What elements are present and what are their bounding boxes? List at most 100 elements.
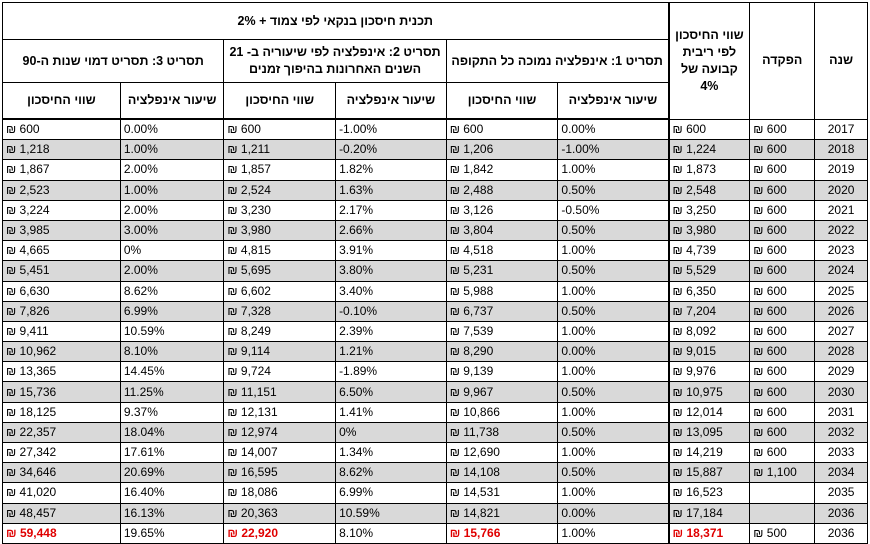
cell-deposit: ₪ 600	[749, 219, 816, 242]
cell-deposit	[749, 502, 816, 524]
table-row: 2029 ₪ 600 ₪ 9,976 1.00% ₪ 9,139 -1.89% ₪ 9,72…	[2, 361, 868, 383]
cell-s2-value: ₪ 7,328	[223, 300, 337, 322]
cell-s3-rate: 18.04%	[119, 421, 225, 444]
cell-deposit: ₪ 600	[749, 421, 816, 444]
cell-s1-value: ₪ 4,518	[445, 240, 559, 262]
cell-s3-value: ₪ 3,985	[2, 219, 121, 242]
cell-s3-value: ₪ 18,125	[2, 401, 121, 423]
table-row: 2021 ₪ 600 ₪ 3,250 -0.50% ₪ 3,126 2.17% ₪ 3,23…	[2, 199, 868, 221]
header-s1-value: שווי החיסכון	[445, 82, 559, 120]
cell-fixed-value: ₪ 1,873	[667, 159, 751, 181]
cell-s2-value: ₪ 9,724	[223, 361, 337, 383]
cell-s3-value: ₪ 27,342	[2, 441, 121, 464]
cell-year: 2023	[814, 240, 868, 262]
cell-s1-rate: -0.50%	[557, 199, 670, 221]
cell-deposit: ₪ 1,100	[749, 462, 816, 484]
cell-fixed-value: ₪ 3,250	[667, 199, 751, 221]
cell-s3-rate: 0%	[119, 240, 225, 262]
cell-s2-value: ₪ 600	[223, 118, 337, 141]
cell-fixed-value: ₪ 2,548	[667, 179, 751, 201]
cell-s3-value: ₪ 41,020	[2, 482, 121, 504]
cell-year: 2034	[814, 462, 868, 484]
cell-s2-rate: 1.82%	[335, 159, 447, 181]
header-s3-value: שווי החיסכון	[2, 82, 121, 120]
cell-s2-value: ₪ 14,007	[223, 441, 337, 464]
cell-s2-value: ₪ 2,524	[223, 179, 337, 201]
cell-s1-rate: 1.00%	[557, 361, 670, 383]
cell-deposit: ₪ 600	[749, 341, 816, 363]
cell-fixed-value: ₪ 14,219	[667, 441, 751, 464]
cell-s1-value: ₪ 9,139	[445, 361, 559, 383]
cell-s3-rate: 8.62%	[119, 280, 225, 302]
cell-s2-value: ₪ 16,595	[223, 462, 337, 484]
cell-s3-rate: 2.00%	[119, 159, 225, 181]
final-cell-s1-rate: 1.00%	[557, 522, 670, 544]
cell-s1-rate: 0.50%	[557, 179, 670, 201]
cell-s1-rate: 1.00%	[557, 159, 670, 181]
final-cell-s2-rate: 8.10%	[335, 522, 447, 544]
cell-s3-rate: 20.69%	[119, 462, 225, 484]
cell-s2-value: ₪ 3,980	[223, 219, 337, 242]
cell-year: 2017	[814, 118, 868, 141]
header-s1-rate: שיעור אינפלציה	[557, 82, 670, 120]
cell-fixed-value: ₪ 9,976	[667, 361, 751, 383]
cell-s3-rate: 11.25%	[119, 381, 225, 403]
header-s3-rate: שיעור אינפלציה	[119, 82, 225, 120]
cell-s2-rate: -1.00%	[335, 118, 447, 141]
cell-s1-value: ₪ 600	[445, 118, 559, 141]
cell-year: 2019	[814, 159, 868, 181]
cell-fixed-value: ₪ 5,529	[667, 260, 751, 282]
cell-s2-rate: 1.21%	[335, 341, 447, 363]
cell-deposit: ₪ 600	[749, 139, 816, 161]
table-row: 2027 ₪ 600 ₪ 8,092 1.00% ₪ 7,539 2.39% ₪ 8,249…	[2, 320, 868, 343]
cell-fixed-value: ₪ 17,184	[667, 502, 751, 524]
cell-s2-rate: 1.34%	[335, 441, 447, 464]
table-row: 2020 ₪ 600 ₪ 2,548 0.50% ₪ 2,488 1.63% ₪ 2,524…	[2, 179, 868, 201]
cell-deposit: ₪ 600	[749, 179, 816, 201]
cell-deposit: ₪ 600	[749, 441, 816, 464]
cell-fixed-value: ₪ 10,975	[667, 381, 751, 403]
cell-s3-rate: 0.00%	[119, 118, 225, 141]
cell-s2-rate: 3.91%	[335, 240, 447, 262]
cell-deposit: ₪ 600	[749, 280, 816, 302]
table-row: 2017 ₪ 600 ₪ 600 0.00% ₪ 600 -1.00% ₪ 600 0.00%…	[2, 118, 868, 141]
cell-s3-value: ₪ 34,646	[2, 462, 121, 484]
cell-s1-value: ₪ 5,231	[445, 260, 559, 282]
cell-s3-value: ₪ 2,523	[2, 179, 121, 201]
cell-s3-rate: 2.00%	[119, 199, 225, 221]
header-scenario-2: תסריט 2: אינפלציה לפי שיעוריה ב- 21 השני…	[223, 39, 447, 83]
cell-s1-value: ₪ 10,866	[445, 401, 559, 423]
cell-deposit: ₪ 600	[749, 361, 816, 383]
header-deposit: הפקדה	[749, 2, 816, 120]
header-scenario-3: תסריט 3: תסריט דמוי שנות ה-90	[1, 39, 225, 83]
cell-s1-rate: 0.50%	[557, 381, 670, 403]
cell-year: 2036	[814, 502, 868, 524]
cell-year: 2028	[814, 341, 868, 363]
table-row: 2032 ₪ 600 ₪ 13,095 0.50% ₪ 11,738 0% ₪ 12,974…	[2, 421, 868, 444]
cell-deposit: ₪ 600	[749, 199, 816, 221]
cell-s3-rate: 1.00%	[119, 179, 225, 201]
table-row: 2030 ₪ 600 ₪ 10,975 0.50% ₪ 9,967 6.50% ₪ 11,1…	[2, 381, 868, 403]
cell-s2-rate: 6.50%	[335, 381, 447, 403]
cell-fixed-value: ₪ 3,980	[667, 219, 751, 242]
cell-s3-rate: 1.00%	[119, 139, 225, 161]
final-cell-s2-value: ₪ 22,920	[223, 522, 337, 544]
cell-year: 2018	[814, 139, 868, 161]
cell-s3-rate: 3.00%	[119, 219, 225, 242]
cell-s3-rate: 10.59%	[119, 320, 225, 343]
cell-s3-value: ₪ 1,218	[2, 139, 121, 161]
cell-s2-rate: 1.41%	[335, 401, 447, 423]
header-year: שנה	[814, 2, 868, 120]
final-cell-s3-rate: 19.65%	[119, 522, 225, 544]
cell-deposit: ₪ 600	[749, 159, 816, 181]
cell-s3-value: ₪ 7,826	[2, 300, 121, 322]
cell-s1-rate: 1.00%	[557, 401, 670, 423]
table-row: 2028 ₪ 600 ₪ 9,015 0.00% ₪ 8,290 1.21% ₪ 9,114…	[2, 341, 868, 363]
cell-s2-value: ₪ 18,086	[223, 482, 337, 504]
cell-s2-rate: 10.59%	[335, 502, 447, 524]
cell-s1-rate: 1.00%	[557, 240, 670, 262]
cell-s2-rate: 6.99%	[335, 482, 447, 504]
cell-s2-value: ₪ 1,857	[223, 159, 337, 181]
cell-year: 2026	[814, 300, 868, 322]
header-scenario-1: תסריט 1: אינפלציה נמוכה כל התקופה	[445, 39, 670, 83]
